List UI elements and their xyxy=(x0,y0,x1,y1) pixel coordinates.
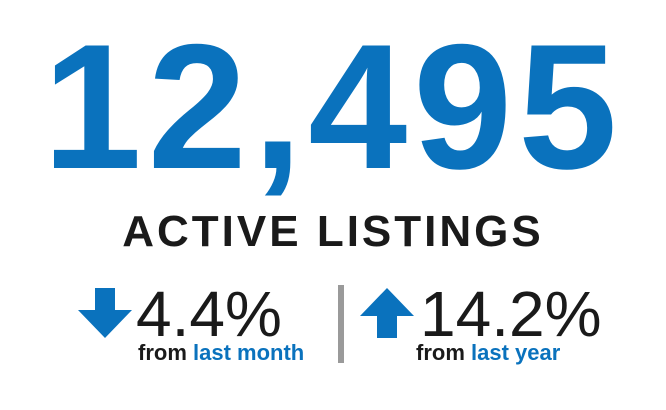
active-listings-count: 12,495 xyxy=(42,7,624,206)
caption-prefix: from xyxy=(138,340,187,365)
caption-period: last month xyxy=(193,340,305,365)
headline-label: ACTIVE LISTINGS xyxy=(122,207,544,256)
arrow-up-icon xyxy=(360,288,414,338)
monthly-change-stat: 4.4% from last month xyxy=(78,282,323,372)
yearly-change-caption: from last year xyxy=(416,342,560,364)
monthly-change-caption: from last month xyxy=(138,342,304,364)
yearly-change-stat: 14.2% from last year xyxy=(360,278,602,372)
stat-divider xyxy=(338,285,344,363)
yearly-change-value: 14.2% xyxy=(420,278,602,350)
caption-prefix: from xyxy=(416,340,465,365)
arrow-down-icon xyxy=(78,288,132,338)
caption-period: last year xyxy=(471,340,561,365)
monthly-change-value: 4.4% xyxy=(136,278,282,350)
